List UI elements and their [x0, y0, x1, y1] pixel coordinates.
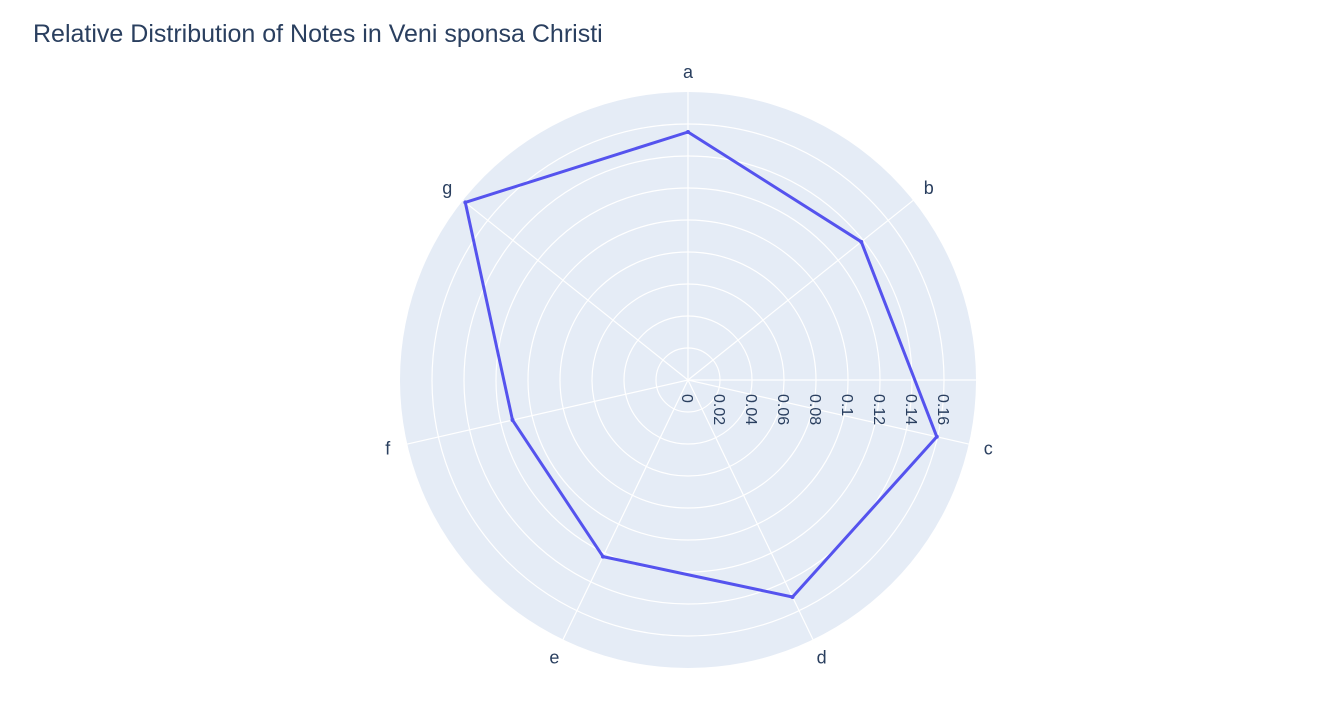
angular-gridline-b [687, 199, 914, 381]
data-point-d[interactable] [790, 594, 795, 599]
series-line [463, 130, 939, 599]
category-label-b: b [924, 178, 934, 198]
series-layer [463, 130, 939, 599]
radial-tick-label: 0.04 [742, 394, 759, 425]
angular-gridline-f [407, 379, 689, 445]
data-point-g[interactable] [463, 200, 468, 205]
angular-axis-labels: a b c d e f g [385, 62, 993, 667]
category-label-f: f [385, 439, 391, 459]
radial-tick-label: 0.02 [710, 394, 727, 425]
data-point-b[interactable] [859, 239, 864, 244]
radial-tick-label: 0.1 [838, 394, 855, 416]
data-point-f[interactable] [510, 418, 515, 423]
category-label-c: c [984, 439, 993, 459]
angular-gridline-g [462, 199, 689, 381]
radial-tick-label: 0.06 [774, 394, 791, 425]
radial-tick-label: 0.08 [806, 394, 823, 425]
angular-gridline-c [687, 379, 969, 445]
data-point-a[interactable] [686, 130, 690, 134]
category-label-e: e [549, 647, 559, 667]
data-point-c[interactable] [934, 434, 939, 439]
category-label-d: d [817, 647, 827, 667]
chart-title: Relative Distribution of Notes in Veni s… [33, 20, 603, 48]
radial-tick-label: 0.12 [870, 394, 887, 425]
radial-tick-label: 0 [678, 394, 695, 403]
radial-tick-label: 0.14 [902, 394, 919, 425]
angular-gridline-e [562, 379, 689, 640]
radial-tick-label: 0.16 [934, 394, 951, 425]
data-point-e[interactable] [600, 554, 605, 559]
polar-grid [400, 92, 976, 668]
category-label-g: g [442, 178, 452, 198]
category-label-a: a [683, 62, 694, 82]
radial-axis-ticks: 0 0.02 0.04 0.06 0.08 0.1 0.12 0.14 0.16 [678, 394, 951, 425]
